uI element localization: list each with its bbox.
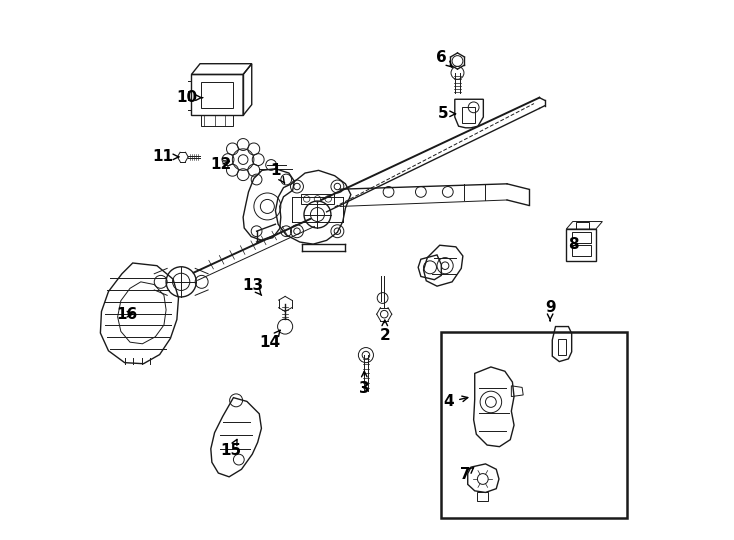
Text: 1: 1 xyxy=(270,163,285,183)
Bar xyxy=(477,492,488,501)
Bar xyxy=(201,82,233,108)
Bar xyxy=(572,245,591,256)
Text: 11: 11 xyxy=(152,150,179,164)
Text: 14: 14 xyxy=(260,330,280,350)
Text: 16: 16 xyxy=(117,307,138,322)
Text: 4: 4 xyxy=(443,394,468,409)
Text: 10: 10 xyxy=(176,90,203,105)
Text: 3: 3 xyxy=(359,372,370,396)
Bar xyxy=(576,221,589,229)
Bar xyxy=(558,339,567,355)
Bar xyxy=(192,75,243,116)
Text: 7: 7 xyxy=(459,467,473,482)
Bar xyxy=(567,229,596,261)
Bar xyxy=(201,116,233,126)
Text: 12: 12 xyxy=(210,158,231,172)
Text: 9: 9 xyxy=(545,300,556,321)
Text: 13: 13 xyxy=(242,278,264,295)
Bar xyxy=(462,107,475,124)
Bar xyxy=(572,232,591,243)
Text: 6: 6 xyxy=(436,50,452,67)
Text: 2: 2 xyxy=(379,320,390,343)
Text: 15: 15 xyxy=(221,440,241,458)
Bar xyxy=(301,194,334,204)
Text: 8: 8 xyxy=(568,237,578,252)
Text: 5: 5 xyxy=(438,106,455,122)
Bar xyxy=(441,332,627,518)
